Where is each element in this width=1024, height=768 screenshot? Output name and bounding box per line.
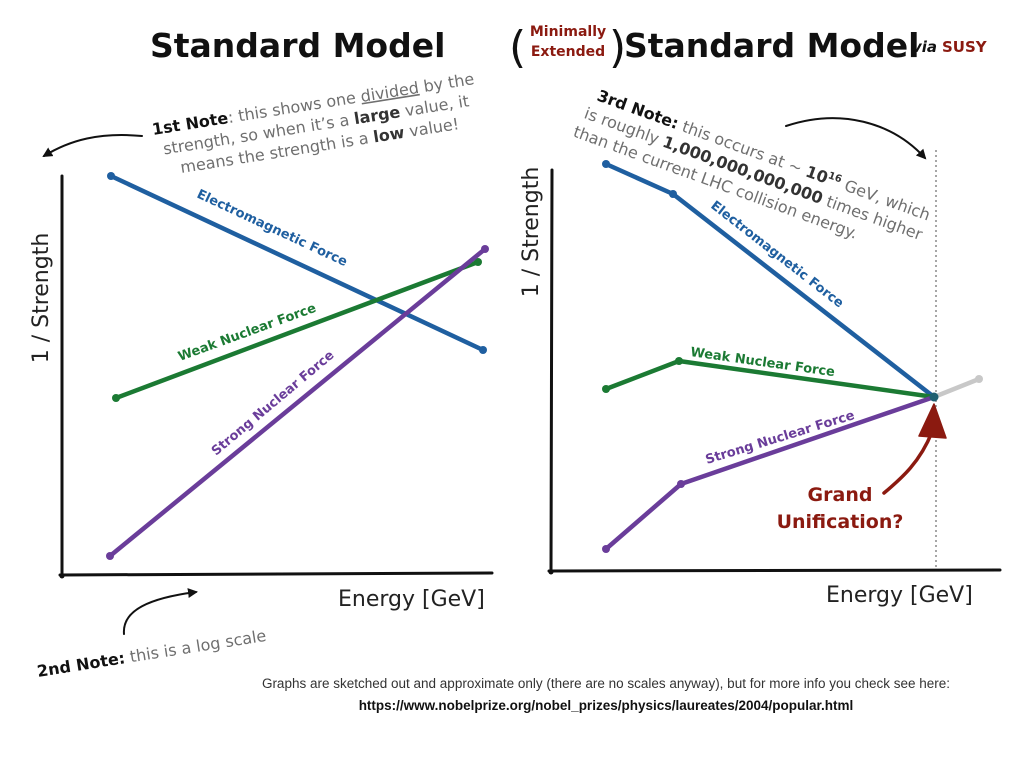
right-x-axis-label: Energy [GeV] [826,583,973,608]
title-minimally: Minimally [530,24,606,40]
unified-extension-line [931,376,982,400]
right-strong-series [602,394,937,553]
left-x-axis-label: Energy [GeV] [338,587,485,612]
title-extended: Extended [531,44,605,60]
grand-unification-line-2: Unification? [777,511,904,533]
right-strong-start-point [602,545,610,553]
left-strong-series [106,245,489,560]
left-strong-end-point [481,245,489,253]
left-strong-line [107,246,488,559]
note-3-arrow [785,117,927,160]
unification-point [929,392,939,402]
title-open-paren: ( [509,22,526,73]
left-y-axis-label: 1 / Strength [29,233,54,364]
grand-unification-arrow-head [918,403,947,439]
unified-extension-end-point [975,375,983,383]
note-2-text: 2nd Note: this is a log scale [36,626,268,681]
left-strong-start-point [106,552,114,560]
right-x-axis [547,568,1002,573]
right-axis-origin-dot [548,569,554,575]
right-weak-start-point [602,385,610,393]
note-2: 2nd Note: this is a log scale [36,626,268,681]
footer-link[interactable]: https://www.nobelprize.org/nobel_prizes/… [359,698,854,713]
right-y-axis [549,168,554,574]
left-electromagnetic-series [107,172,487,354]
note-1: 1st Note: this shows one divided by the … [151,69,476,177]
left-electromagnetic-end-point [479,346,487,354]
right-weak-series [602,357,937,400]
title-close-paren: ) [609,22,626,73]
title-via: via [912,38,937,56]
right-electromagnetic-break-point [669,190,677,198]
left-electromagnetic-start-point [107,172,115,180]
left-x-axis [58,571,494,577]
left-axis-origin-dot [59,573,65,579]
footer-note: Graphs are sketched out and approximate … [262,676,950,691]
right-y-axis-label: 1 / Strength [519,167,544,298]
right-electromagnetic-series [602,160,937,400]
left-strong-label: Strong Nuclear Force [209,348,338,459]
left-weak-series [112,258,482,402]
left-electromagnetic-label: Electromagnetic Force [194,187,349,270]
grand-unification-arrow-shaft [882,430,934,495]
left-panel-title: Standard Model [150,26,445,65]
right-strong-label: Strong Nuclear Force [704,408,857,468]
right-electromagnetic-start-point [602,160,610,168]
right-strong-break-point [677,480,685,488]
left-weak-start-point [112,394,120,402]
right-panel-title: Standard Model [624,26,919,65]
grand-unification-line-1: Grand [808,484,873,506]
grand-unification-arrow [882,403,947,495]
title-susy: SUSY [942,38,988,56]
left-weak-end-point [474,258,482,266]
right-weak-break-point [675,357,683,365]
left-weak-label: Weak Nuclear Force [176,301,318,365]
note-2-arrow [122,588,198,635]
left-electromagnetic-line [108,173,486,353]
left-weak-line [113,259,481,401]
note-1-arrow [42,133,143,158]
